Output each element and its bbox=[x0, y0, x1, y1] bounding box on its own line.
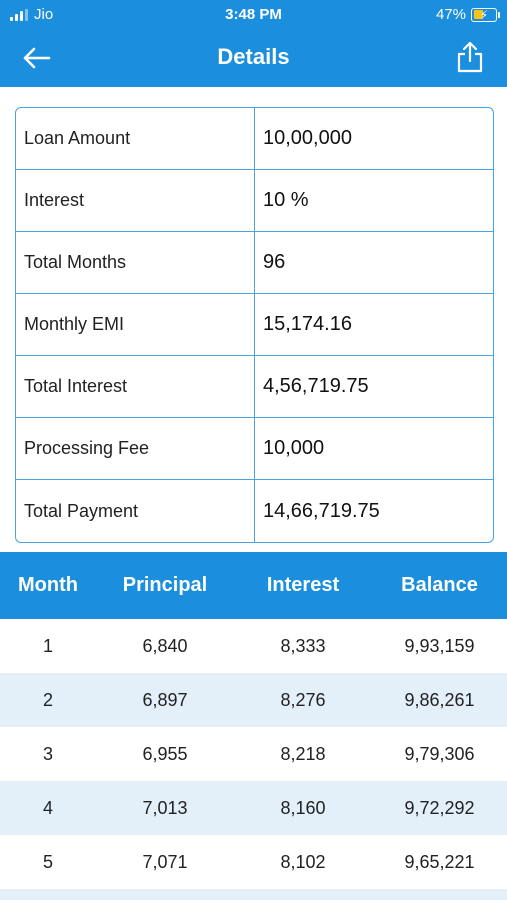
table-row-partial bbox=[0, 889, 507, 900]
arrow-left-icon bbox=[23, 47, 51, 69]
cell-month: 4 bbox=[42, 797, 53, 818]
signal-icon bbox=[10, 8, 28, 21]
cell-balance: 9,79,306 bbox=[404, 743, 475, 764]
cell-balance: 9,86,261 bbox=[404, 689, 475, 710]
cell-principal: 6,840 bbox=[142, 635, 188, 656]
summary-value: 15,174.16 bbox=[263, 313, 352, 335]
summary-row-processing-fee: Processing Fee 10,000 bbox=[16, 418, 493, 480]
cell-interest: 8,276 bbox=[280, 689, 326, 710]
cell-principal: 7,071 bbox=[142, 851, 188, 872]
page-title: Details bbox=[217, 44, 290, 69]
summary-label: Loan Amount bbox=[16, 108, 255, 169]
column-header-month: Month bbox=[18, 574, 78, 596]
cell-month: 3 bbox=[42, 743, 53, 764]
cell-balance: 9,72,292 bbox=[404, 797, 475, 818]
summary-label: Monthly EMI bbox=[16, 294, 255, 355]
table-row: 4 7,013 8,160 9,72,292 bbox=[0, 781, 507, 835]
cell-interest: 8,160 bbox=[280, 797, 326, 818]
status-bar: Jio 3:48 PM 47% ⚡ bbox=[0, 0, 507, 30]
cell-interest: 8,102 bbox=[280, 851, 326, 872]
cell-interest: 8,218 bbox=[280, 743, 326, 764]
summary-value: 10,000 bbox=[263, 437, 325, 459]
summary-row-interest: Interest 10 % bbox=[16, 170, 493, 232]
summary-label: Processing Fee bbox=[16, 418, 255, 479]
table-row: 1 6,840 8,333 9,93,159 bbox=[0, 619, 507, 673]
cell-balance: 9,65,221 bbox=[404, 851, 475, 872]
summary-value: 10,00,000 bbox=[263, 127, 352, 149]
table-row: 2 6,897 8,276 9,86,261 bbox=[0, 673, 507, 727]
cell-month: 1 bbox=[42, 635, 53, 656]
status-time: 3:48 PM bbox=[225, 6, 282, 23]
cell-principal: 7,013 bbox=[142, 797, 188, 818]
carrier-name: Jio bbox=[34, 6, 54, 23]
cell-balance: 9,93,159 bbox=[404, 635, 475, 656]
battery-percent: 47% bbox=[435, 6, 466, 23]
summary-label: Interest bbox=[16, 170, 255, 231]
summary-label: Total Payment bbox=[16, 480, 255, 542]
summary-row-total-interest: Total Interest 4,56,719.75 bbox=[16, 356, 493, 418]
cell-month: 2 bbox=[42, 689, 53, 710]
table-row: 3 6,955 8,218 9,79,306 bbox=[0, 727, 507, 781]
summary-label: Total Interest bbox=[16, 356, 255, 417]
battery-area: 47% ⚡ bbox=[435, 6, 500, 23]
cell-month: 5 bbox=[42, 851, 53, 872]
column-header-balance: Balance bbox=[401, 574, 478, 596]
share-button[interactable] bbox=[453, 38, 487, 76]
summary-row-loan-amount: Loan Amount 10,00,000 bbox=[16, 108, 493, 170]
summary-value: 4,56,719.75 bbox=[263, 375, 369, 397]
schedule-table-body: 1 6,840 8,333 9,93,159 2 6,897 8,276 9,8… bbox=[0, 619, 507, 900]
loan-summary-table: Loan Amount 10,00,000 Interest 10 % Tota… bbox=[15, 107, 494, 543]
summary-value: 96 bbox=[263, 251, 286, 273]
back-button[interactable] bbox=[18, 40, 54, 76]
navigation-bar: Details bbox=[0, 30, 507, 87]
summary-row-total-months: Total Months 96 bbox=[16, 232, 493, 294]
cell-principal: 6,955 bbox=[142, 743, 188, 764]
column-header-interest: Interest bbox=[266, 574, 340, 596]
summary-value: 14,66,719.75 bbox=[263, 499, 380, 522]
cell-interest: 8,333 bbox=[280, 635, 326, 656]
schedule-header: Month Principal Interest Balance bbox=[0, 552, 507, 619]
share-icon bbox=[457, 41, 483, 73]
summary-value: 10 % bbox=[263, 189, 309, 211]
carrier-area: Jio bbox=[10, 6, 53, 23]
table-row: 5 7,071 8,102 9,65,221 bbox=[0, 835, 507, 889]
column-header-principal: Principal bbox=[122, 574, 208, 596]
summary-row-monthly-emi: Monthly EMI 15,174.16 bbox=[16, 294, 493, 356]
battery-icon: ⚡ bbox=[471, 7, 500, 22]
cell-principal: 6,897 bbox=[142, 689, 188, 710]
header-bar: Jio 3:48 PM 47% ⚡ Details bbox=[0, 0, 507, 87]
summary-row-total-payment: Total Payment 14,66,719.75 bbox=[16, 480, 493, 542]
summary-label: Total Months bbox=[16, 232, 255, 293]
